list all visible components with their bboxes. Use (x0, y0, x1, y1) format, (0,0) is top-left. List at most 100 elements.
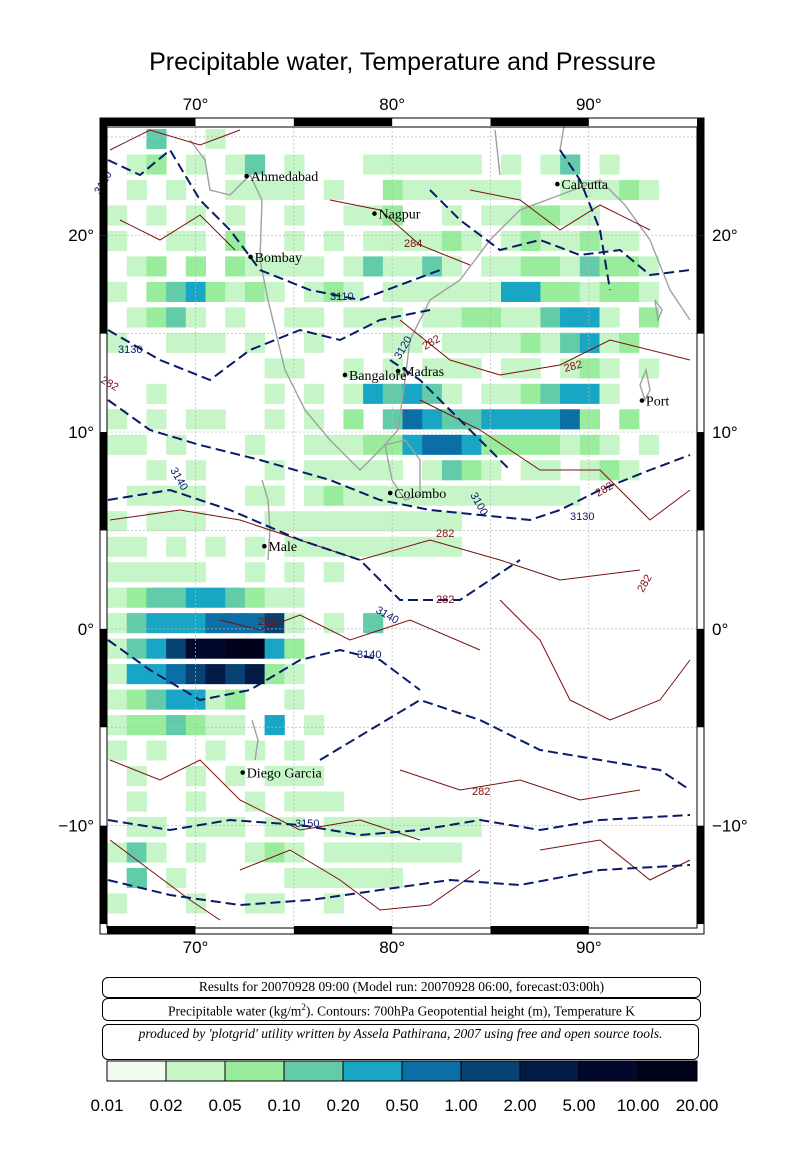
city-marker (240, 770, 245, 775)
pw-cell (284, 791, 305, 812)
colorbar-swatch (401, 1060, 462, 1082)
pw-cell (540, 485, 561, 506)
pw-cell (461, 485, 482, 506)
pw-cell (126, 307, 147, 328)
pw-cell (166, 332, 187, 353)
pw-cell (382, 434, 403, 455)
pw-cell (107, 664, 128, 685)
pw-cell (126, 587, 147, 608)
pw-cell (382, 179, 403, 201)
colorbar-swatch (578, 1060, 639, 1082)
pw-cell (225, 715, 246, 736)
colorbar-label: 1.00 (444, 1096, 478, 1115)
pw-cell (619, 409, 640, 430)
colorbar (106, 1060, 698, 1082)
pw-cell (402, 816, 423, 838)
pw-cell (126, 842, 147, 863)
pw-cell (363, 511, 384, 532)
pw-cell (579, 383, 600, 404)
frame-tick-bottom (490, 926, 589, 934)
pw-cell (126, 867, 147, 889)
pw-cell (363, 307, 384, 328)
coastline (189, 119, 691, 761)
pw-cell (264, 409, 285, 430)
pw-cell (304, 485, 325, 506)
pw-cell (146, 154, 167, 175)
pw-cell (402, 434, 423, 455)
pw-cell (264, 816, 285, 838)
pw-cell (481, 383, 502, 404)
pw-cell (264, 358, 285, 379)
pw-cell (441, 816, 463, 838)
pw-cell (363, 613, 384, 634)
pw-cell (126, 715, 147, 736)
pw-cell (185, 816, 206, 838)
temperature-contours (109, 129, 691, 921)
pw-cell (579, 358, 600, 379)
pw-cell (166, 638, 187, 659)
pw-cell (244, 434, 266, 455)
pw-cell (599, 154, 620, 175)
pw-cell (205, 689, 226, 710)
pw-cell (146, 460, 167, 481)
pw-cell (619, 332, 640, 353)
pw-cell (560, 307, 581, 328)
colorbar-swatch (106, 1060, 167, 1082)
pw-cell (382, 842, 403, 863)
pw-cell (501, 256, 522, 277)
pw-cell (146, 613, 167, 634)
height-contour-label: 3130 (570, 511, 594, 523)
pw-cell (304, 307, 325, 328)
lon-tick-label-top: 70° (183, 95, 209, 114)
coastline-segment (251, 719, 259, 761)
pw-cell (402, 179, 423, 201)
pw-cell (264, 766, 285, 787)
pw-cell (638, 179, 660, 201)
pw-cell (441, 154, 463, 175)
city-marker (387, 490, 393, 496)
pw-cell (166, 536, 187, 557)
pw-cell (363, 867, 384, 889)
pw-cell (520, 460, 541, 481)
pw-cell (441, 230, 463, 252)
pw-cell (185, 281, 206, 302)
pw-cell (166, 562, 187, 583)
pw-cell (126, 434, 147, 455)
pw-cell (146, 129, 167, 150)
pw-cell (441, 205, 463, 226)
pw-cell (304, 434, 325, 455)
pw-cell (107, 893, 128, 914)
colorbar-label: 0.02 (149, 1096, 183, 1115)
pw-cell (501, 205, 522, 226)
pw-cell (579, 205, 600, 226)
colorbar-swatch (637, 1060, 698, 1082)
pw-cell (323, 842, 344, 863)
temperature-contour-label: 282 (421, 333, 443, 353)
pw-cell (323, 536, 344, 557)
frame-tick-right (697, 235, 704, 334)
pw-cell (461, 332, 482, 353)
pw-cell (304, 511, 325, 532)
pw-cell (284, 664, 305, 685)
lat-tick-label-right: 10° (712, 423, 738, 442)
variable-info-prefix: Precipitable water (kg/m (167, 1003, 302, 1019)
colorbar-swatch (224, 1060, 285, 1082)
pw-cell (422, 154, 443, 175)
temperature-contour-label: 282 (594, 480, 616, 500)
pw-cell (185, 638, 206, 659)
temperature-contour-label: 282 (436, 528, 454, 540)
pw-cell (343, 358, 364, 379)
pw-cell (481, 179, 502, 201)
height-contour (107, 148, 441, 302)
pw-cell (382, 154, 403, 175)
pw-cell (560, 485, 581, 506)
pw-cell (343, 867, 364, 889)
lat-tick-label-right: 0° (712, 620, 728, 639)
frame-tick-bottom (107, 926, 196, 934)
pw-cell (284, 179, 305, 201)
pw-cell (166, 587, 187, 608)
pw-cell (343, 409, 364, 430)
pw-cell (441, 179, 463, 201)
frame-tick-left (100, 628, 107, 728)
